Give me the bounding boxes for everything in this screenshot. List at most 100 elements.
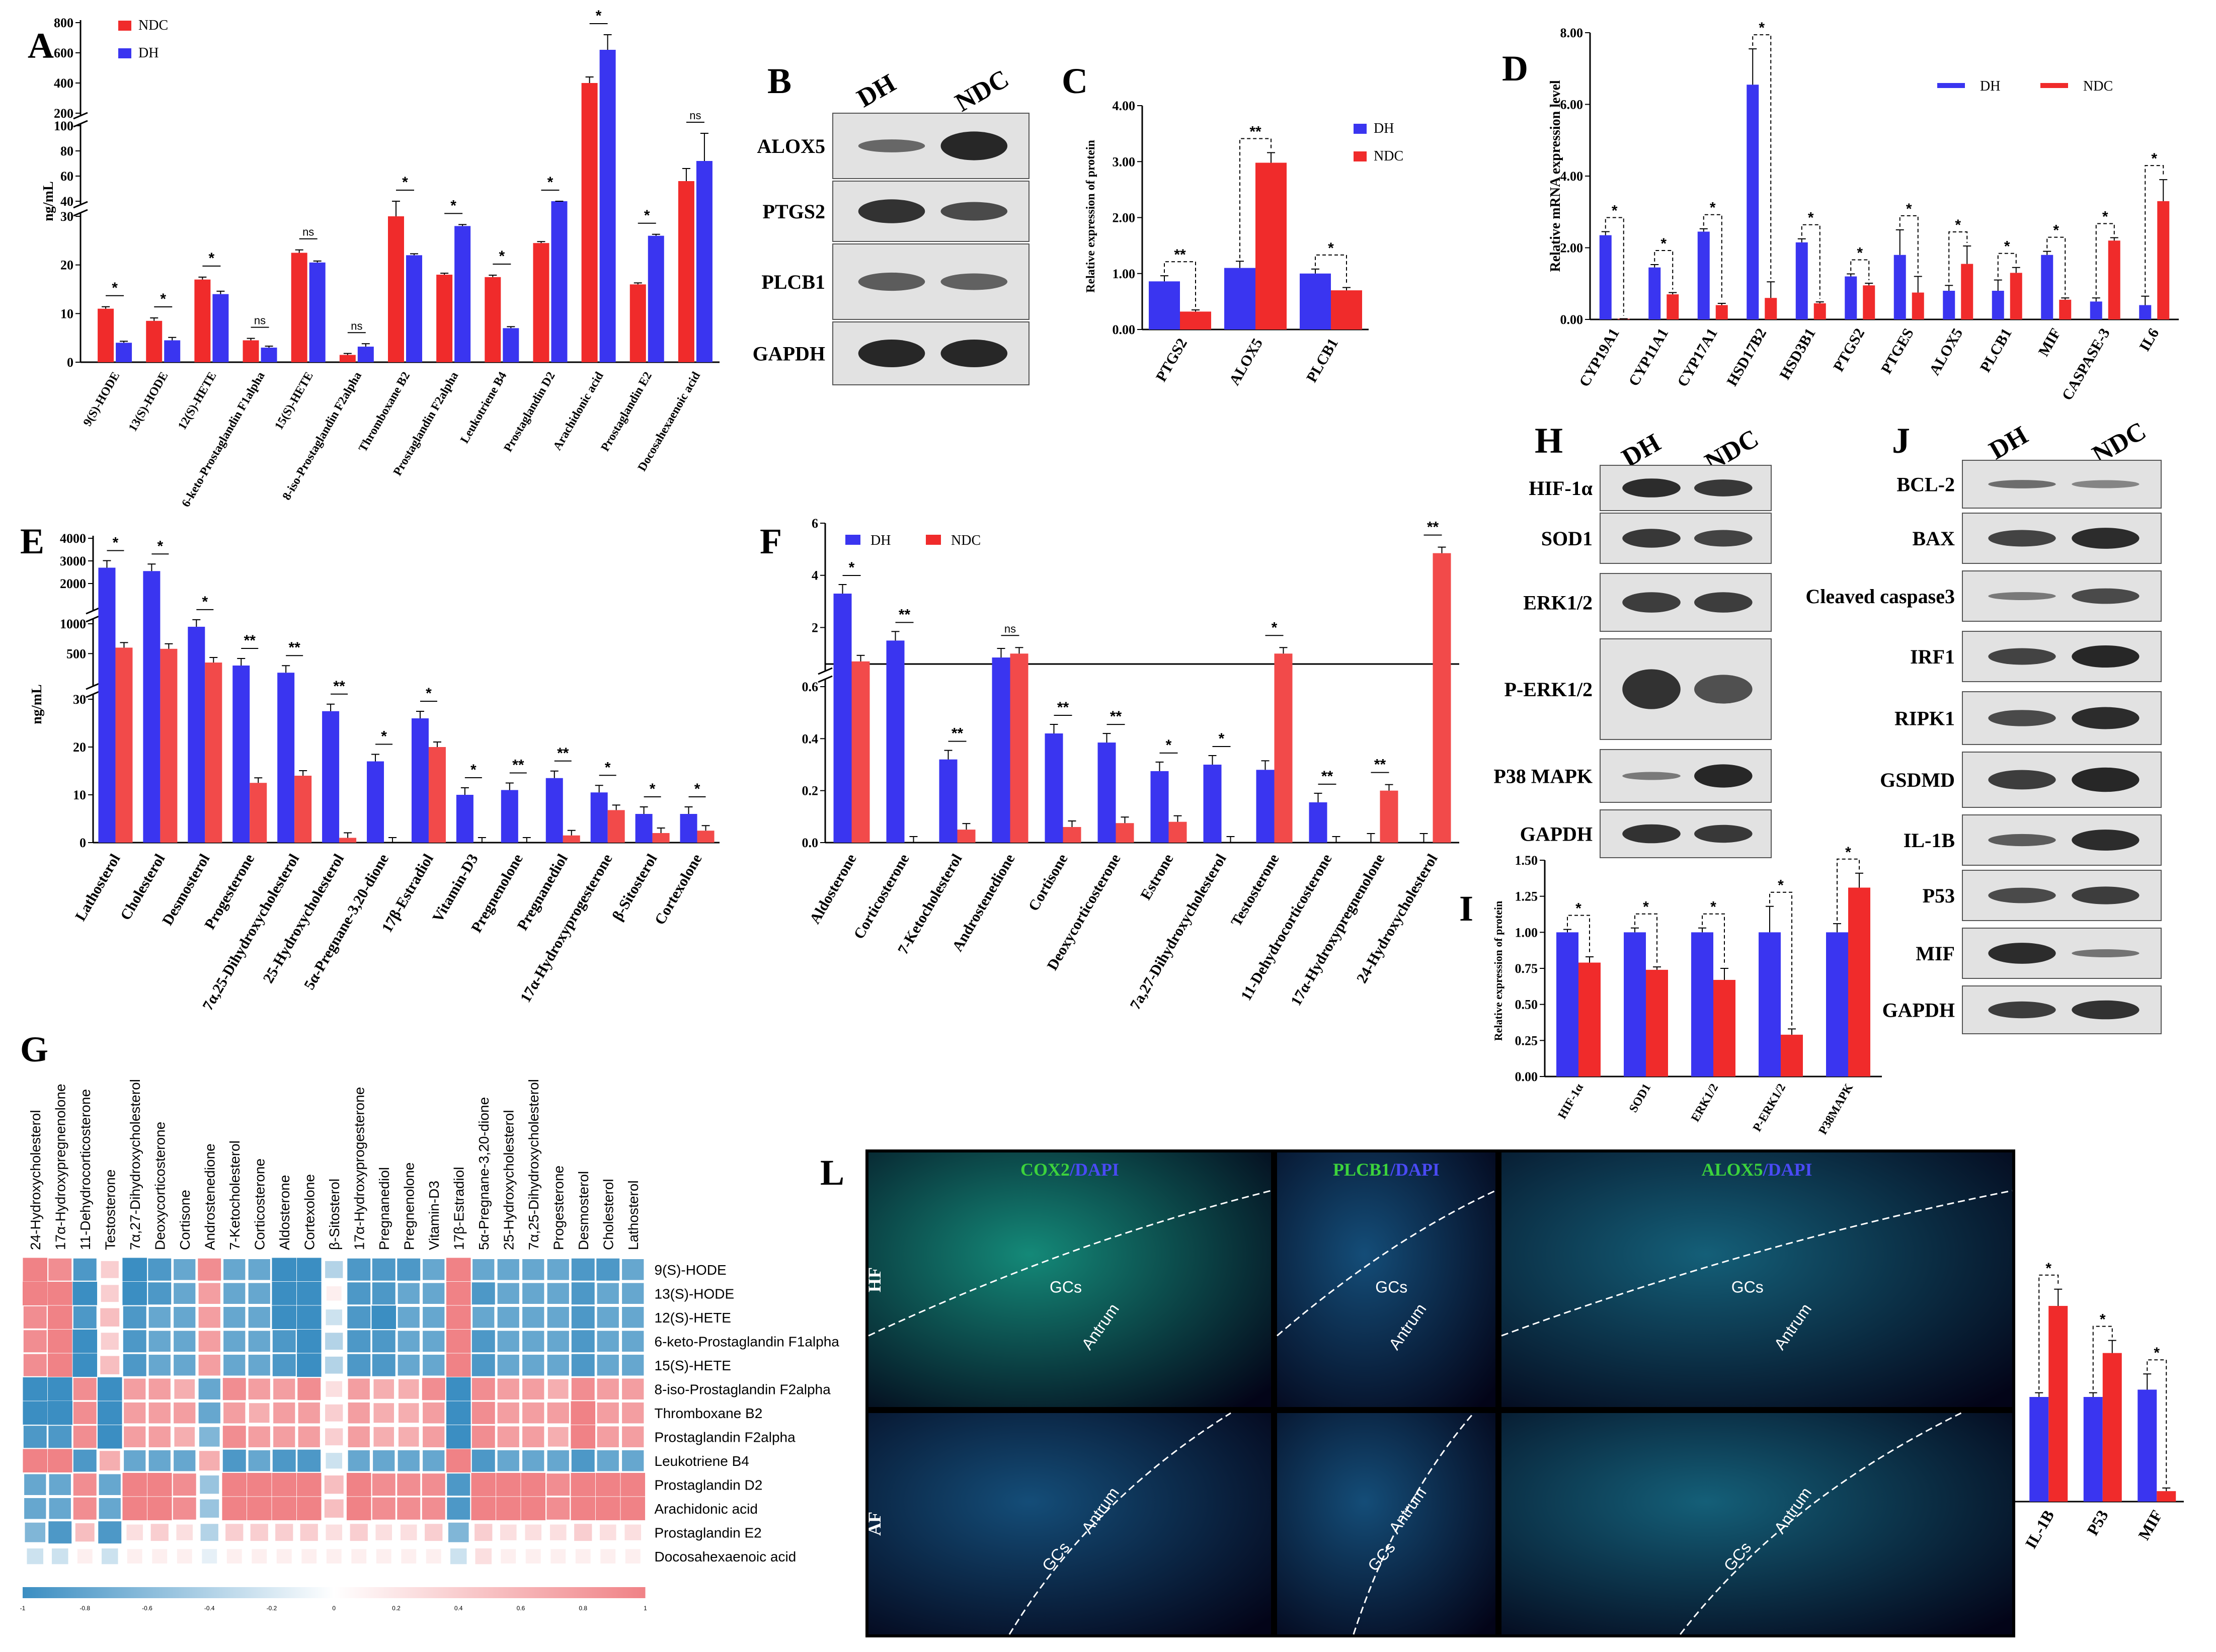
panel-letter-e: E	[20, 521, 44, 561]
bar-e-ndc	[294, 776, 312, 843]
heatmap-cell	[500, 1524, 517, 1540]
heatmap-cell	[200, 1475, 219, 1494]
heatmap-cell	[497, 1426, 519, 1448]
sig-label-e: *	[650, 781, 656, 797]
axis-break-f-0a	[818, 675, 833, 683]
blot-column-label-b: NDC	[951, 64, 1014, 118]
heatmap-cell	[422, 1497, 445, 1520]
western-blot-band-icon	[858, 340, 925, 367]
heatmap-cell	[522, 1402, 544, 1424]
y-tick-label-d: 4.00	[1560, 169, 1584, 184]
y-tick-label-a: 30	[60, 209, 73, 224]
heatmap-cell	[423, 1259, 445, 1280]
heatmap-cell	[325, 1333, 343, 1350]
heatmap-cell	[25, 1522, 46, 1542]
x-category-label-d: CYP19A1	[1576, 325, 1623, 390]
fluorescence-micrograph-icon	[868, 1413, 1271, 1634]
x-category-label-i: P-ERK1/2	[1751, 1082, 1788, 1134]
heatmap-cell	[248, 1378, 270, 1400]
panel-letter-h: H	[1535, 421, 1563, 461]
sig-label-a: ns	[351, 319, 362, 332]
heatmap-cell	[400, 1524, 417, 1540]
sig-bracket-d	[2046, 236, 2066, 295]
sig-label-a: *	[209, 250, 215, 267]
heatmap-cell	[571, 1330, 595, 1353]
heatmap-row-label: 12(S)-HETE	[655, 1310, 731, 1326]
heatmap-column-label: 17α-Hydroxyprogesterone	[351, 1087, 367, 1250]
y-axis-label-d: Relative mRNA expression level	[1548, 80, 1563, 272]
sig-bracket-i	[1769, 891, 1792, 1026]
y-tick-label-f: 0.6	[802, 680, 819, 694]
bar-e-ndc	[428, 747, 446, 843]
bar-a-dh	[454, 226, 471, 362]
gcs-label: GCs	[1375, 1278, 1407, 1296]
heatmap-cell	[423, 1426, 445, 1448]
x-category-label-d: PTGES	[1878, 325, 1917, 377]
heatmap-column-label: Cortisone	[177, 1190, 193, 1250]
y-tick-label-a: 600	[54, 46, 73, 60]
heatmap-cell	[48, 1426, 72, 1448]
heatmap-cell	[571, 1354, 595, 1376]
heatmap-cell	[398, 1354, 420, 1376]
blot-row-label-j: P53	[1923, 884, 1955, 907]
heatmap-cell	[547, 1450, 569, 1471]
heatmap-row-label: Prostaglandin F2alpha	[655, 1429, 796, 1445]
sig-bracket-d	[1997, 253, 2017, 277]
heatmap-cell	[222, 1449, 246, 1472]
heatmap-cell	[73, 1378, 97, 1400]
y-tick-label-d: 6.00	[1560, 98, 1584, 112]
heatmap-cell	[97, 1377, 122, 1401]
western-blot-band-icon	[858, 199, 925, 223]
panel-d-chart: 0.00 2.00 4.00 6.00 8.00 Relative mRNA expres…	[1548, 20, 2179, 403]
heatmap-column-label: 24-Hydroxycholesterol	[28, 1110, 43, 1250]
heatmap-column-label: Deoxycorticosterone	[152, 1122, 168, 1250]
bar-i-dh	[1556, 932, 1578, 1077]
heatmap-cell	[51, 1548, 68, 1564]
heatmap-cell	[376, 1549, 391, 1564]
sig-label-a: *	[499, 248, 505, 265]
heatmap-cell	[99, 1474, 121, 1496]
heatmap-cell	[496, 1497, 521, 1521]
heatmap-cell	[47, 1353, 72, 1377]
legend-swatch-a	[118, 21, 131, 31]
western-blot-band-icon	[1988, 480, 2056, 488]
heatmap-cell	[23, 1449, 48, 1473]
heatmap-cell	[147, 1497, 172, 1521]
heatmap-cell	[398, 1283, 420, 1304]
sig-label-a: ns	[302, 226, 314, 238]
x-category-label-f: Estrone	[1137, 851, 1176, 903]
legend-swatch-f	[926, 535, 941, 545]
micrograph-column-label: PLCB1/DAPI	[1333, 1160, 1440, 1180]
sig-label-a: *	[160, 291, 166, 307]
heatmap-cell	[326, 1381, 343, 1397]
heatmap-cell	[225, 1524, 244, 1541]
heatmap-cell	[222, 1497, 247, 1521]
x-category-label-d: HSD17B2	[1723, 325, 1770, 389]
heatmap-cell	[474, 1524, 493, 1541]
blot-row-label-j: GSDMD	[1880, 769, 1955, 791]
heatmap-cell	[223, 1259, 246, 1280]
bar-f-ndc	[1274, 653, 1293, 843]
bar-k-dh	[2138, 1389, 2157, 1502]
blot-row-label-b: GAPDH	[753, 343, 825, 365]
bar-i-dh	[1759, 932, 1781, 1077]
heatmap-cell	[326, 1524, 343, 1540]
bar-f-ndc	[1010, 653, 1028, 843]
heatmap-cell	[297, 1449, 321, 1472]
western-blot-band-icon	[1988, 770, 2056, 790]
x-category-label-f: Corticosterone	[850, 851, 912, 942]
y-tick-label-a: 800	[54, 16, 73, 30]
sig-label-e: *	[381, 728, 387, 745]
heatmap-cell	[73, 1473, 97, 1496]
x-category-label-d: HSD3B1	[1776, 325, 1818, 382]
colorbar-tick-label: -0.8	[80, 1605, 90, 1612]
heatmap-cell	[298, 1402, 320, 1424]
heatmap-cell	[571, 1282, 595, 1305]
legend-label-a: DH	[138, 45, 159, 61]
heatmap-cell	[272, 1330, 296, 1353]
bar-f-ndc	[1116, 823, 1134, 843]
heatmap-cell	[471, 1426, 495, 1448]
heatmap-column-label: 7α,27-Dihydroxycholesterol	[127, 1079, 143, 1250]
sig-label-e: **	[557, 745, 569, 762]
